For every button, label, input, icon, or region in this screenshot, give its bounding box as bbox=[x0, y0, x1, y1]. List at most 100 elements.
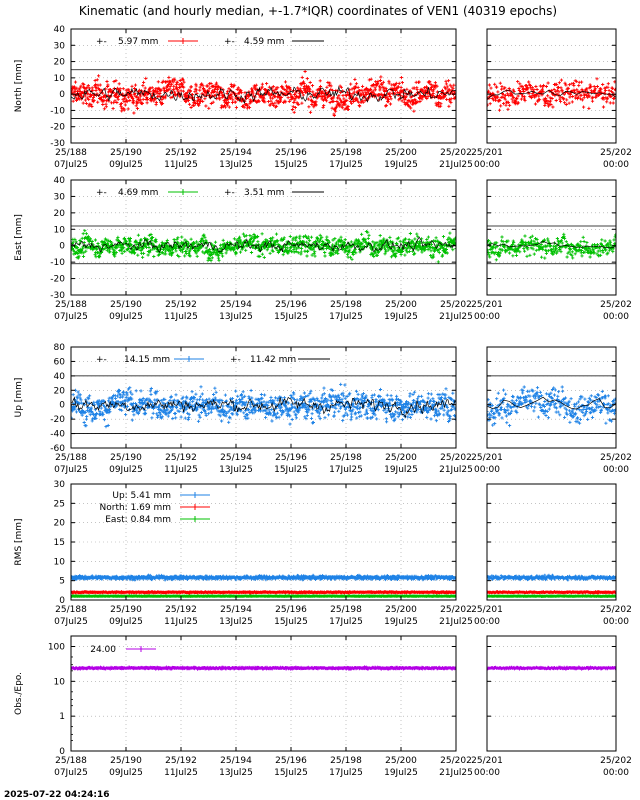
y-tick-label: 20 bbox=[54, 58, 66, 68]
data-marks bbox=[71, 382, 456, 429]
y-tick-label: -20 bbox=[50, 415, 65, 425]
legend-pm-symbol: +- bbox=[96, 355, 107, 365]
y-tick-label: -30 bbox=[50, 139, 65, 149]
x-tick-label: 25/188 bbox=[55, 605, 87, 615]
panel-rms: RMS [mm] 25/188 07Jul25 25/190 09Jul25 25/192… bbox=[14, 480, 632, 627]
zoom-plot: 25/201 00:00 25/202 00:00 bbox=[471, 483, 632, 627]
legend-marker bbox=[180, 189, 186, 195]
x-tick-label: 25/190 bbox=[110, 300, 142, 310]
x-tick-label: 11Jul25 bbox=[164, 465, 198, 475]
north-points bbox=[487, 77, 616, 112]
up-median-line bbox=[487, 396, 616, 410]
x-tick-label: 00:00 bbox=[474, 768, 500, 778]
y-tick-label: -10 bbox=[50, 106, 65, 116]
rms-north-points bbox=[487, 590, 616, 595]
panel-east: East [mm] 25/188 07Jul25 25/190 09Jul25 25/19… bbox=[14, 176, 632, 322]
y-tick-label: 40 bbox=[54, 372, 66, 382]
y-tick-label: 0 bbox=[59, 747, 65, 757]
x-tick-label: 09Jul25 bbox=[109, 312, 143, 322]
main-plot: 25/188 07Jul25 25/190 09Jul25 25/192 11Jul25 2… bbox=[50, 343, 473, 475]
legend: +- 4.69 mm +- 3.51 mm bbox=[96, 188, 324, 198]
x-tick-label: 07Jul25 bbox=[54, 465, 88, 475]
y-tick-label: 0 bbox=[59, 90, 65, 100]
x-tick-label: 25/190 bbox=[110, 453, 142, 463]
plot-frame bbox=[70, 346, 457, 449]
legend-label-median: 3.51 mm bbox=[244, 188, 284, 198]
x-tick-label: 21Jul25 bbox=[439, 768, 473, 778]
x-tick-label: 17Jul25 bbox=[329, 617, 363, 627]
x-tick-label: 19Jul25 bbox=[384, 617, 418, 627]
x-tick-label: 25/192 bbox=[165, 605, 197, 615]
y-tick-label: -20 bbox=[50, 123, 65, 133]
x-tick-label: 00:00 bbox=[474, 160, 500, 170]
x-tick-label: 25/196 bbox=[275, 605, 307, 615]
x-tick-label: 15Jul25 bbox=[274, 768, 308, 778]
y-tick-label: 40 bbox=[54, 25, 66, 35]
y-tick-label: 10 bbox=[54, 677, 66, 687]
obs-points bbox=[71, 665, 456, 671]
y-axis-label: East [mm] bbox=[14, 214, 24, 261]
x-tick-label: 21Jul25 bbox=[439, 617, 473, 627]
x-tick-label: 25/202 bbox=[600, 605, 632, 615]
x-tick-label: 25/201 bbox=[471, 756, 503, 766]
y-tick-label: 0 bbox=[59, 242, 65, 252]
x-tick-label: 21Jul25 bbox=[439, 312, 473, 322]
panel-obs: Obs./Epo. 25/188 07Jul25 25/190 09Jul25 25/19… bbox=[14, 635, 632, 778]
y-tick-label: 20 bbox=[54, 386, 66, 396]
obs-points bbox=[487, 665, 616, 671]
x-tick-label: 25/200 bbox=[385, 453, 417, 463]
y-tick-label: 15 bbox=[54, 538, 65, 548]
x-tick-label: 25/198 bbox=[330, 605, 362, 615]
x-tick-label: 25/202 bbox=[440, 605, 472, 615]
y-tick-label: -10 bbox=[50, 258, 65, 268]
east-points bbox=[71, 229, 456, 264]
x-tick-label: 25/194 bbox=[220, 756, 252, 766]
plot-frame bbox=[486, 635, 617, 752]
x-tick-label: 19Jul25 bbox=[384, 465, 418, 475]
y-tick-label: 30 bbox=[54, 480, 66, 490]
x-tick-label: 25/200 bbox=[385, 605, 417, 615]
main-plot: 25/188 07Jul25 25/190 09Jul25 25/192 11Jul25 2… bbox=[50, 25, 473, 170]
y-tick-label: -60 bbox=[50, 444, 65, 454]
x-tick-label: 09Jul25 bbox=[109, 160, 143, 170]
north-median-line bbox=[71, 85, 456, 105]
rms-up-points bbox=[71, 573, 456, 582]
x-tick-label: 25/196 bbox=[275, 148, 307, 158]
x-tick-label: 25/201 bbox=[471, 605, 503, 615]
x-tick-label: 25/194 bbox=[220, 605, 252, 615]
x-tick-label: 13Jul25 bbox=[219, 617, 253, 627]
x-tick-label: 25/192 bbox=[165, 148, 197, 158]
data-marks bbox=[487, 573, 616, 598]
east-median-line bbox=[487, 241, 616, 249]
y-tick-label: 40 bbox=[54, 176, 66, 186]
y-tick-label: -20 bbox=[50, 275, 65, 285]
east-median-line bbox=[71, 236, 456, 254]
x-tick-label: 00:00 bbox=[474, 465, 500, 475]
x-tick-label: 11Jul25 bbox=[164, 312, 198, 322]
x-tick-label: 25/202 bbox=[600, 756, 632, 766]
east-points bbox=[487, 232, 616, 262]
x-tick-label: 25/201 bbox=[471, 453, 503, 463]
x-tick-label: 15Jul25 bbox=[274, 617, 308, 627]
rms-up-points bbox=[487, 573, 616, 582]
legend-label-kinematic: 14.15 mm bbox=[124, 355, 170, 365]
x-tick-label: 15Jul25 bbox=[274, 312, 308, 322]
legend-marker bbox=[192, 504, 198, 510]
x-tick-label: 00:00 bbox=[603, 768, 629, 778]
plot-frame bbox=[70, 28, 457, 144]
x-tick-label: 25/192 bbox=[165, 453, 197, 463]
x-tick-label: 25/201 bbox=[471, 148, 503, 158]
y-axis-label: RMS [mm] bbox=[14, 518, 24, 565]
legend-marker bbox=[138, 646, 144, 652]
x-tick-label: 25/200 bbox=[385, 756, 417, 766]
x-tick-label: 25/188 bbox=[55, 300, 87, 310]
plot-frame bbox=[70, 635, 457, 752]
y-tick-label: 100 bbox=[48, 642, 65, 652]
x-tick-label: 13Jul25 bbox=[219, 160, 253, 170]
legend-pm-symbol: +- bbox=[224, 188, 235, 198]
legend-marker bbox=[192, 492, 198, 498]
data-marks bbox=[487, 232, 616, 262]
x-tick-label: 13Jul25 bbox=[219, 312, 253, 322]
x-tick-label: 15Jul25 bbox=[274, 465, 308, 475]
